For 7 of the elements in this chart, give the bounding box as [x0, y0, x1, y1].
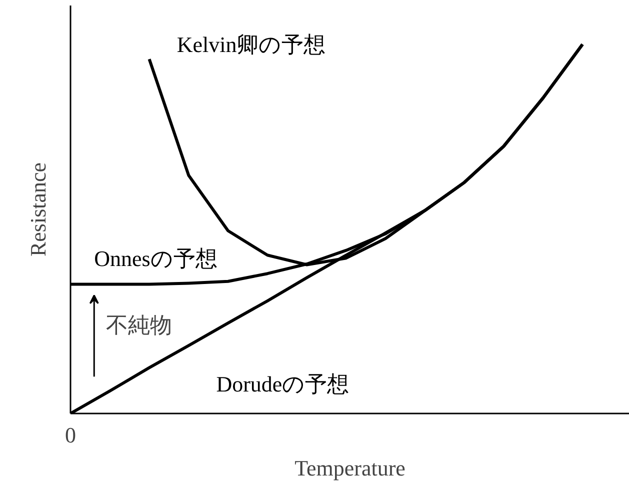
y-axis-title: Resistance	[26, 162, 50, 257]
annotation: 不純物	[106, 312, 172, 338]
text: 0	[65, 422, 76, 448]
series-label: Onnesの予想	[94, 246, 218, 271]
x-axis-title: Temperature	[294, 456, 406, 480]
series-label: Dorudeの予想	[216, 371, 350, 396]
series-label: Kelvin卿の予想	[176, 32, 326, 57]
